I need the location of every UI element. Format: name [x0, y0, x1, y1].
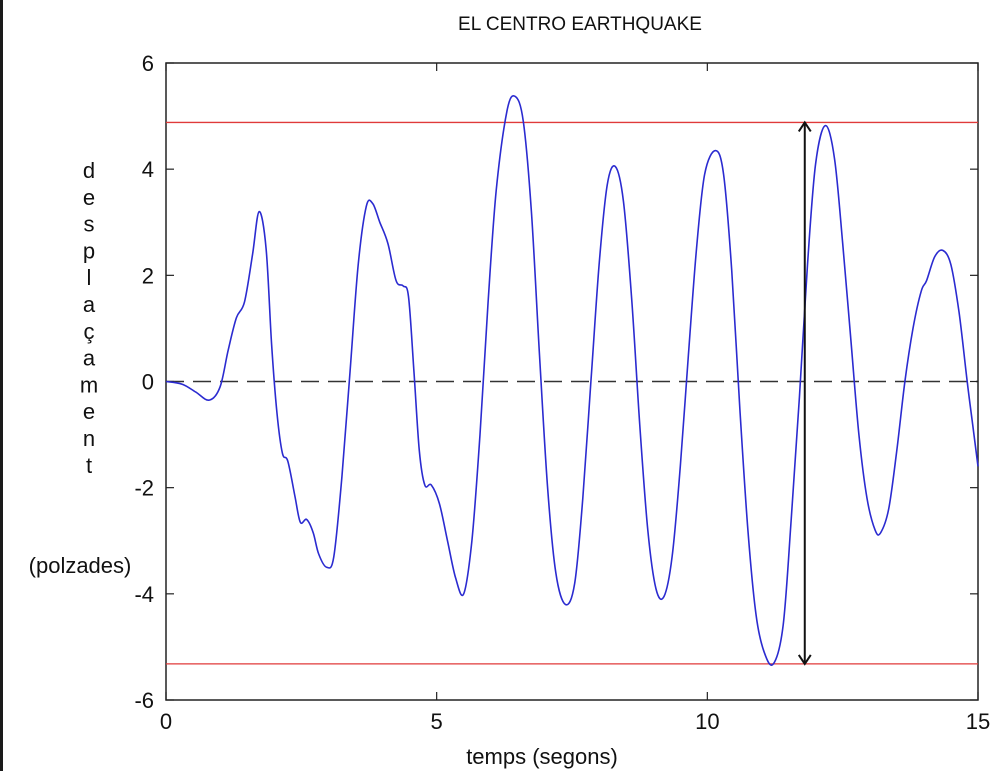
y-tick-label: 0 — [142, 370, 154, 395]
y-axis-title-letter: a — [83, 346, 96, 371]
x-tick-label: 10 — [695, 709, 719, 734]
y-axis-title-letter: m — [80, 372, 98, 397]
y-axis-title-letter: l — [87, 265, 92, 290]
left-border — [0, 0, 3, 771]
y-axis-title-letter: ç — [84, 319, 95, 344]
y-tick-label: 4 — [142, 157, 154, 182]
y-axis-title-letter: t — [86, 453, 92, 478]
tick-labels: 0 5 10 15 -6 -4 -2 0 2 4 6 — [134, 51, 990, 734]
y-tick-label: -2 — [134, 476, 154, 501]
amplitude-arrow — [797, 120, 812, 666]
chart-title: EL CENTRO EARTHQUAKE — [458, 14, 702, 35]
y-axis-title-letter: s — [84, 212, 95, 237]
x-tick-label: 0 — [160, 709, 172, 734]
displacement-series-line — [165, 94, 979, 666]
y-tick-label: -6 — [134, 688, 154, 713]
y-axis-title-letter: n — [83, 426, 95, 451]
x-tick-label: 15 — [966, 709, 990, 734]
y-tick-label: 2 — [142, 263, 154, 288]
y-tick-label: -4 — [134, 582, 154, 607]
y-axis-title-letter: d — [83, 158, 95, 183]
y-axis-title-letter: p — [83, 238, 95, 263]
arrow-head-top — [797, 120, 812, 133]
arrow-head-bottom — [797, 654, 812, 666]
y-axis-title-letter: e — [83, 185, 95, 210]
y-axis-unit: (polzades) — [29, 553, 132, 578]
y-tick-label: 6 — [142, 51, 154, 76]
y-axis-title-letter: e — [83, 399, 95, 424]
x-tick-label: 5 — [431, 709, 443, 734]
y-axis-title-letter: a — [83, 292, 96, 317]
series-layer — [165, 94, 979, 666]
x-axis-title: temps (segons) — [466, 744, 618, 769]
reference-lines — [166, 121, 978, 665]
